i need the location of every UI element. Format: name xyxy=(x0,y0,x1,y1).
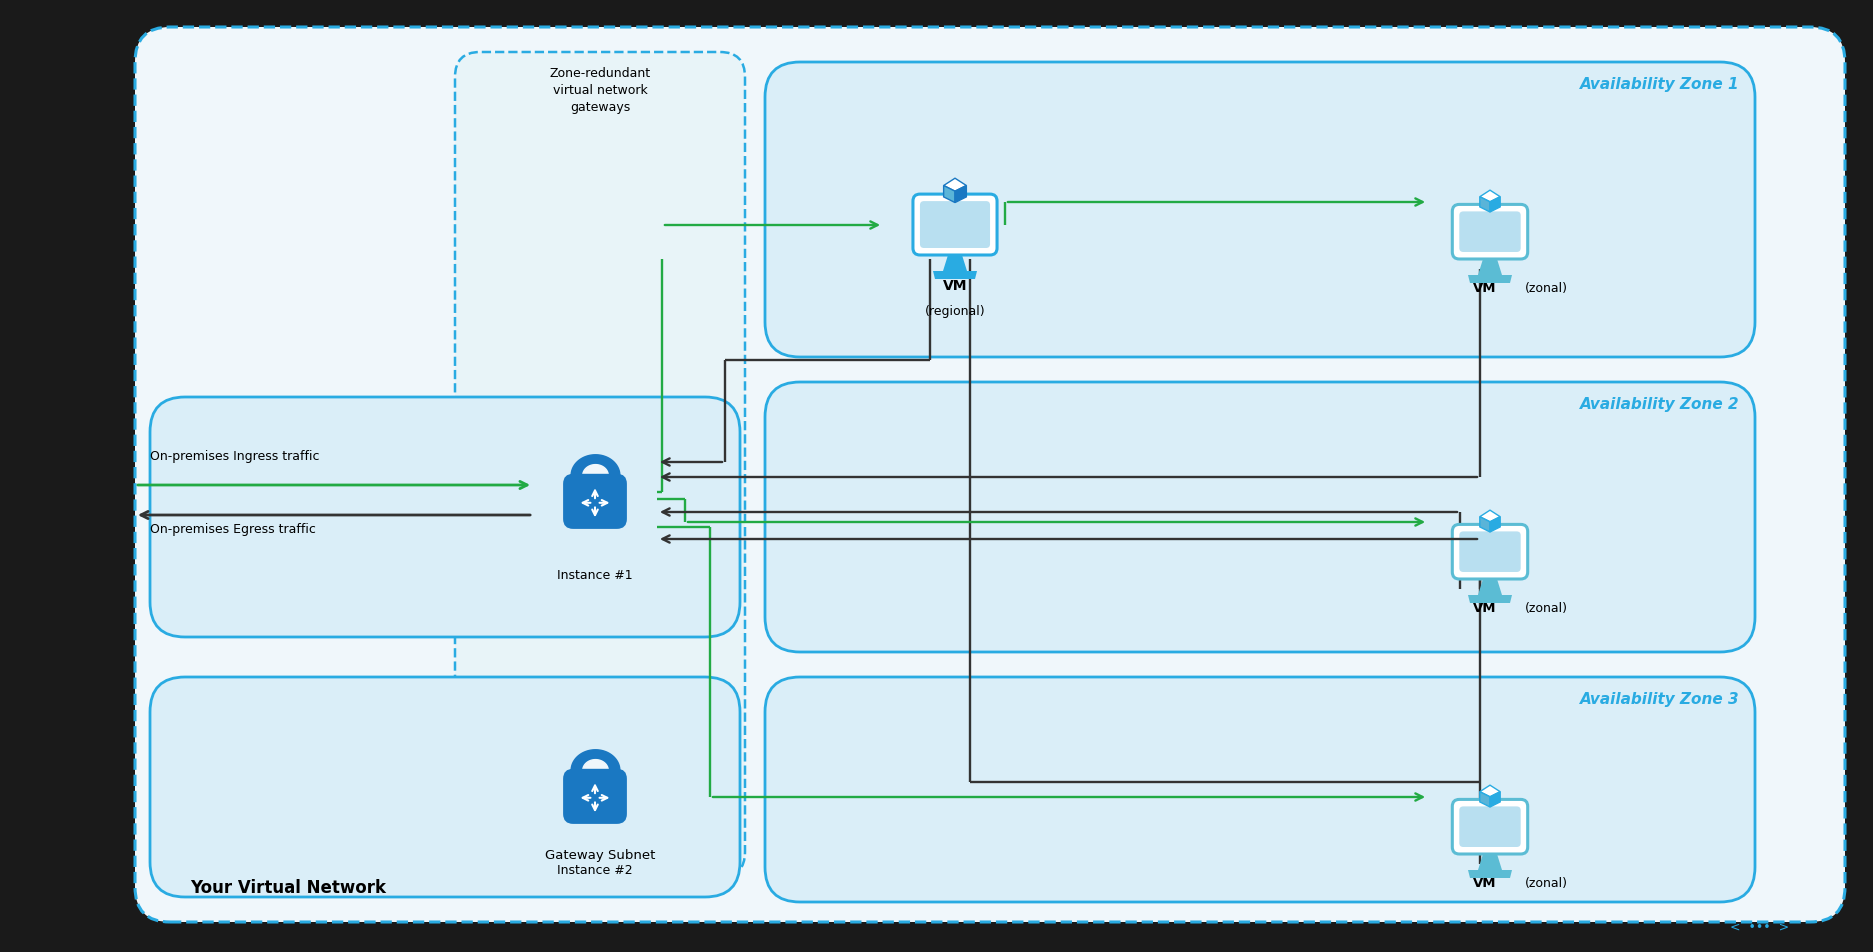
Polygon shape xyxy=(942,255,966,271)
FancyBboxPatch shape xyxy=(1452,800,1528,854)
FancyBboxPatch shape xyxy=(150,397,740,637)
FancyBboxPatch shape xyxy=(1459,531,1521,572)
Polygon shape xyxy=(944,178,966,191)
Polygon shape xyxy=(933,271,978,279)
Polygon shape xyxy=(1480,510,1500,522)
Text: Instance #1: Instance #1 xyxy=(556,569,633,582)
FancyBboxPatch shape xyxy=(764,382,1755,652)
Polygon shape xyxy=(1480,190,1500,202)
Text: VM: VM xyxy=(1474,877,1497,890)
FancyBboxPatch shape xyxy=(150,677,740,897)
Polygon shape xyxy=(1480,517,1491,532)
FancyBboxPatch shape xyxy=(455,52,745,877)
Text: On-premises Egress traffic: On-premises Egress traffic xyxy=(150,523,317,536)
Text: VM: VM xyxy=(1474,602,1497,615)
Text: (zonal): (zonal) xyxy=(1525,282,1568,295)
Polygon shape xyxy=(1480,792,1491,807)
Text: Availability Zone 1: Availability Zone 1 xyxy=(1581,77,1740,92)
Text: Instance #2: Instance #2 xyxy=(556,864,633,877)
Text: (zonal): (zonal) xyxy=(1525,602,1568,615)
Polygon shape xyxy=(1480,785,1500,797)
Polygon shape xyxy=(1491,197,1500,212)
Text: Availability Zone 2: Availability Zone 2 xyxy=(1581,397,1740,412)
Text: (zonal): (zonal) xyxy=(1525,877,1568,890)
FancyBboxPatch shape xyxy=(564,474,627,529)
Polygon shape xyxy=(1478,579,1502,595)
FancyBboxPatch shape xyxy=(1459,806,1521,847)
Text: Availability Zone 3: Availability Zone 3 xyxy=(1581,692,1740,707)
Polygon shape xyxy=(1468,275,1512,283)
Polygon shape xyxy=(1491,517,1500,532)
Text: Zone-redundant
virtual network
gateways: Zone-redundant virtual network gateways xyxy=(549,67,650,114)
Text: VM: VM xyxy=(942,279,966,293)
FancyBboxPatch shape xyxy=(1459,211,1521,252)
Polygon shape xyxy=(1478,854,1502,870)
Polygon shape xyxy=(944,186,955,203)
FancyBboxPatch shape xyxy=(764,62,1755,357)
Text: (regional): (regional) xyxy=(925,305,985,318)
Text: <  •••  >: < ••• > xyxy=(1731,921,1789,934)
FancyBboxPatch shape xyxy=(920,201,991,248)
FancyBboxPatch shape xyxy=(912,194,996,255)
FancyBboxPatch shape xyxy=(1452,525,1528,579)
Polygon shape xyxy=(1491,792,1500,807)
Text: Gateway Subnet: Gateway Subnet xyxy=(545,849,656,862)
Text: VM: VM xyxy=(1474,282,1497,295)
FancyBboxPatch shape xyxy=(564,769,627,823)
Polygon shape xyxy=(1478,259,1502,275)
Polygon shape xyxy=(1480,197,1491,212)
Text: Your Virtual Network: Your Virtual Network xyxy=(189,879,386,897)
FancyBboxPatch shape xyxy=(135,27,1845,922)
Polygon shape xyxy=(1468,870,1512,878)
Polygon shape xyxy=(1468,595,1512,603)
Text: On-premises Ingress traffic: On-premises Ingress traffic xyxy=(150,450,320,463)
FancyBboxPatch shape xyxy=(764,677,1755,902)
Polygon shape xyxy=(955,186,966,203)
FancyBboxPatch shape xyxy=(1452,205,1528,259)
